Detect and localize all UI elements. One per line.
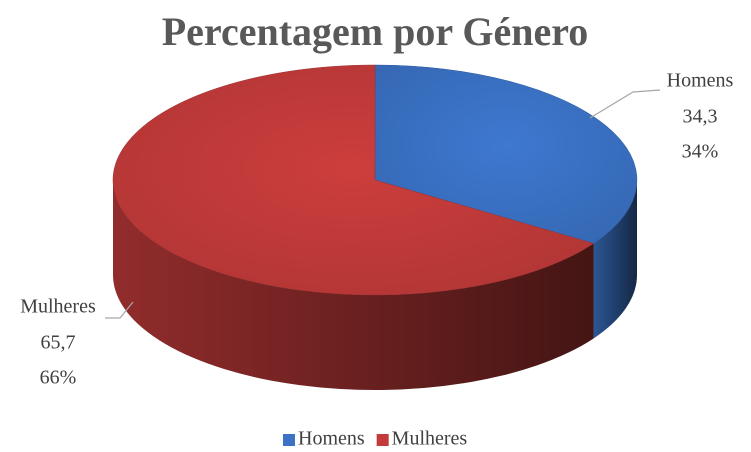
legend-label: Homens [298, 428, 365, 450]
leader-line [589, 89, 661, 119]
data-label-percent: 66% [40, 367, 77, 389]
data-label-value: 65,7 [41, 332, 76, 354]
chart-title: Percentagem por Género [162, 9, 589, 54]
legend-label: Mulheres [392, 428, 468, 450]
legend-swatch [283, 434, 295, 446]
leader-line [105, 301, 134, 319]
legend-swatch [376, 434, 389, 446]
pie-side [593, 180, 637, 339]
data-label-name: Mulheres [20, 296, 96, 318]
pie-side [113, 180, 594, 390]
data-label-value: 34,3 [683, 106, 718, 128]
data-label-percent: 34% [682, 141, 719, 163]
pie-slice [112, 64, 595, 296]
data-label-name: Homens [667, 70, 734, 92]
